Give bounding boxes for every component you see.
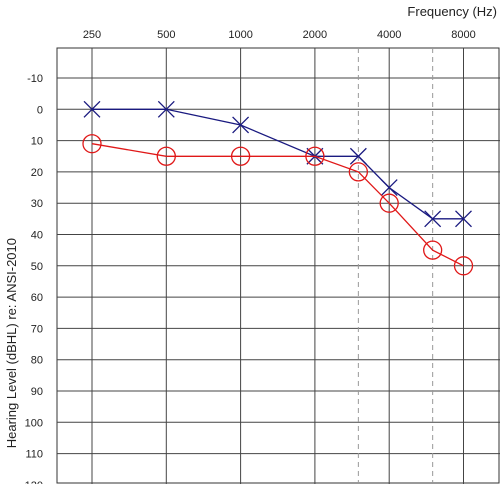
o-marker (423, 240, 443, 260)
series-line (91, 143, 464, 267)
y-tick-label: -10 (27, 73, 43, 85)
y-tick-label: 10 (31, 136, 43, 148)
y-tick-label: 20 (31, 167, 43, 179)
o-marker (82, 134, 102, 154)
series-layer (82, 100, 474, 276)
y-tick-label: 110 (25, 449, 43, 461)
x-tick-label: 250 (83, 29, 101, 41)
y-tick-label: 30 (31, 198, 43, 210)
x-tick-label: 500 (157, 29, 175, 41)
x-tick-label: 2000 (303, 29, 327, 41)
x-marker (349, 147, 367, 165)
series-x-markers (83, 100, 472, 228)
o-marker (348, 162, 369, 182)
y-tick-label: 70 (31, 323, 43, 335)
x-tick-label: 4000 (377, 29, 401, 41)
x-axis-label: Frequency (Hz) (407, 4, 497, 19)
x-tick-label: 8000 (451, 29, 475, 41)
o-marker (305, 146, 325, 166)
y-tick-label: 120 (25, 480, 43, 484)
o-marker (453, 256, 474, 276)
x-marker (232, 116, 250, 134)
y-tick-label: 40 (31, 230, 43, 242)
y-tick-labels: -10 0 10 20 30 40 50 60 70 80 90 100 110 120 (25, 73, 43, 484)
x-marker (157, 100, 175, 118)
x-tick-labels: 250 500 1000 2000 4000 8000 (83, 29, 476, 41)
o-marker (156, 146, 176, 166)
o-marker (379, 193, 399, 213)
x-marker (380, 179, 398, 197)
y-axis-label: Hearing Level (dBHL) re: ANSI-2010 (4, 238, 19, 448)
x-marker (455, 210, 472, 228)
y-tick-label: 50 (31, 261, 43, 273)
series-line (92, 108, 464, 220)
y-tick-label: 90 (31, 386, 43, 398)
y-tick-label: 80 (31, 355, 43, 367)
x-marker (424, 210, 442, 228)
y-tick-label: 0 (37, 104, 43, 116)
x-marker (83, 100, 101, 118)
o-marker (230, 146, 251, 166)
y-tick-label: 100 (25, 417, 43, 429)
series-o-markers (82, 134, 474, 276)
y-tick-label: 60 (31, 292, 43, 304)
grid (56, 47, 500, 484)
x-tick-label: 1000 (228, 29, 252, 41)
